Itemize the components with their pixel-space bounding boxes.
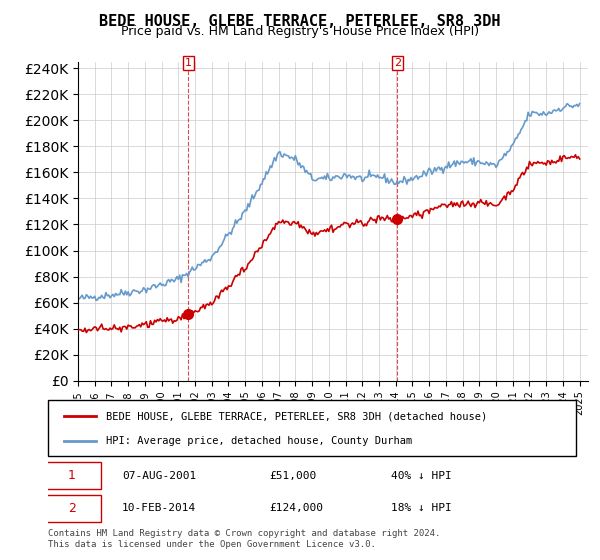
Text: £51,000: £51,000 [270,471,317,481]
Text: 07-AUG-2001: 07-AUG-2001 [122,471,196,481]
Text: 1: 1 [185,58,192,68]
Text: 2: 2 [68,502,76,515]
Text: Contains HM Land Registry data © Crown copyright and database right 2024.
This d: Contains HM Land Registry data © Crown c… [48,529,440,549]
FancyBboxPatch shape [43,463,101,489]
Text: 1: 1 [68,469,76,483]
Text: £124,000: £124,000 [270,503,324,513]
Text: 10-FEB-2014: 10-FEB-2014 [122,503,196,513]
FancyBboxPatch shape [43,494,101,522]
Text: BEDE HOUSE, GLEBE TERRACE, PETERLEE, SR8 3DH (detached house): BEDE HOUSE, GLEBE TERRACE, PETERLEE, SR8… [106,411,487,421]
Text: Price paid vs. HM Land Registry's House Price Index (HPI): Price paid vs. HM Land Registry's House … [121,25,479,38]
FancyBboxPatch shape [48,400,576,456]
Text: BEDE HOUSE, GLEBE TERRACE, PETERLEE, SR8 3DH: BEDE HOUSE, GLEBE TERRACE, PETERLEE, SR8… [99,14,501,29]
Text: HPI: Average price, detached house, County Durham: HPI: Average price, detached house, Coun… [106,436,412,446]
Text: 18% ↓ HPI: 18% ↓ HPI [391,503,452,513]
Text: 2: 2 [394,58,401,68]
Text: 40% ↓ HPI: 40% ↓ HPI [391,471,452,481]
